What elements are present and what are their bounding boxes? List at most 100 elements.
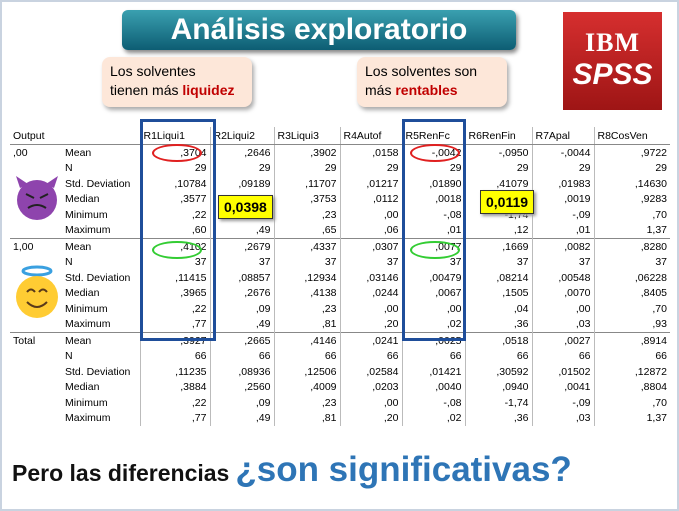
cell: ,12 — [464, 222, 532, 239]
cell: ,3902 — [273, 144, 340, 161]
cell: 66 — [593, 348, 670, 364]
cell: ,0158 — [339, 144, 402, 161]
cell: ,70 — [593, 207, 670, 223]
cell: ,30592 — [464, 364, 532, 380]
callout-line: Los solventes son — [365, 63, 478, 79]
header-row: Output R1Liqui1 R2Liqui2 R3Liqui3 R4Autof R5R… — [10, 127, 670, 145]
cell: ,09 — [209, 301, 274, 317]
cell: ,8280 — [593, 238, 670, 255]
cell: ,0241 — [339, 332, 402, 349]
group-label: Total — [10, 332, 62, 349]
cell: ,02 — [401, 410, 465, 426]
cell: ,10784 — [139, 176, 210, 192]
table-row: Maximum ,60,49,65,06,01,12,01 1,37 — [10, 222, 670, 239]
cell: ,20 — [339, 410, 402, 426]
cell: 29 — [531, 160, 594, 176]
cell: ,70 — [593, 301, 670, 317]
cell: ,03146 — [339, 270, 402, 286]
cell: ,0019 — [531, 191, 594, 207]
cell: ,01 — [531, 222, 594, 239]
header-cell: Output — [10, 127, 62, 145]
logo-product: SPSS — [572, 58, 653, 91]
header-cell — [62, 127, 140, 145]
stat-label: Median — [65, 193, 100, 206]
group-label: 1,00 — [10, 238, 62, 255]
table-row: Std. Deviation ,11415,08857,12934,03146 ,0… — [10, 270, 670, 286]
cell: ,8405 — [593, 285, 670, 301]
cell: ,06 — [339, 222, 402, 239]
cell: ,12506 — [273, 364, 340, 380]
output-table: Output R1Liqui1 R2Liqui2 R3Liqui3 R4Autof R5R… — [10, 127, 670, 426]
cell: ,12934 — [273, 270, 340, 286]
cell: ,0067 — [401, 285, 465, 301]
cell: ,01983 — [531, 176, 594, 192]
cell: 66 — [209, 348, 274, 364]
cell: ,0940 — [464, 379, 532, 395]
header-cell: R3Liqui3 — [273, 127, 340, 145]
stat-label: Minimum — [65, 302, 108, 315]
cell: 29 — [339, 160, 402, 176]
cell: ,77 — [139, 316, 210, 333]
cell: 29 — [464, 160, 532, 176]
cell: ,3577 — [139, 191, 210, 207]
cell: ,01217 — [339, 176, 402, 192]
cell: ,49 — [209, 410, 274, 426]
cell: ,04 — [464, 301, 532, 317]
stat-label: Median — [65, 381, 100, 394]
cell: ,41079 — [464, 176, 532, 192]
cell: ,03 — [531, 316, 594, 333]
cell: ,09189 — [209, 176, 274, 192]
callout-line: más — [365, 82, 392, 98]
cell: ,8804 — [593, 379, 670, 395]
cell: ,03 — [531, 410, 594, 426]
group-label — [10, 395, 62, 411]
cell: -1,74 — [464, 395, 532, 411]
cell: ,08214 — [464, 270, 532, 286]
cell: ,2560 — [209, 379, 274, 395]
cell: ,4009 — [273, 379, 340, 395]
cell: 66 — [273, 348, 340, 364]
green-ring — [152, 241, 202, 259]
cell: 1,37 — [593, 222, 670, 239]
header-cell: R2Liqui2 — [209, 127, 274, 145]
header-cell: R6RenFin — [464, 127, 532, 145]
cell: ,9283 — [593, 191, 670, 207]
cell: 29 — [209, 160, 274, 176]
footer-question: ¿son significativas? — [235, 450, 572, 489]
cell: ,23 — [273, 395, 340, 411]
table-row: Median ,3965,2676,4138,0244,0067,1505,007… — [10, 285, 670, 301]
stat-label: N — [65, 162, 73, 175]
cell: ,36 — [464, 410, 532, 426]
cell: -,0044 — [531, 144, 594, 161]
cell: ,3884 — [139, 379, 210, 395]
group-label — [10, 411, 62, 427]
table-row: Std. Deviation ,10784,09189,11707,01217 ,0… — [10, 176, 670, 192]
stat-label: Mean — [62, 238, 140, 255]
title: Análisis exploratorio — [122, 10, 516, 50]
cell: 37 — [593, 254, 670, 270]
cell: ,81 — [273, 410, 340, 426]
cell: ,00 — [339, 395, 402, 411]
cell: ,8914 — [593, 332, 670, 349]
angel-face — [16, 265, 58, 318]
cell: 29 — [273, 160, 340, 176]
cell: ,20 — [339, 316, 402, 333]
highlight-value: 0,0398 — [218, 195, 273, 219]
callout: Los solventes son más rentables — [357, 57, 507, 107]
cell: 37 — [339, 254, 402, 270]
cell: ,81 — [273, 316, 340, 333]
cell: ,0244 — [339, 285, 402, 301]
cell: ,0070 — [531, 285, 594, 301]
cell: -,08 — [401, 207, 465, 223]
cell: ,2665 — [209, 332, 274, 349]
cell: ,08857 — [209, 270, 274, 286]
cell: ,11235 — [139, 364, 210, 380]
stat-label: Mean — [62, 332, 140, 349]
cell: ,0041 — [531, 379, 594, 395]
cell: ,0018 — [401, 191, 465, 207]
table-row: ,00 Mean ,3704,2646,3902,0158 -,0042 -,0950-… — [10, 144, 670, 161]
cell: 37 — [531, 254, 594, 270]
cell: 1,37 — [593, 410, 670, 426]
table-row: Minimum ,22,23,00 -,08 -1,74 -,09,70 — [10, 207, 670, 223]
table-row: N 37 37 37 37 37 37 37 37 — [10, 254, 670, 270]
